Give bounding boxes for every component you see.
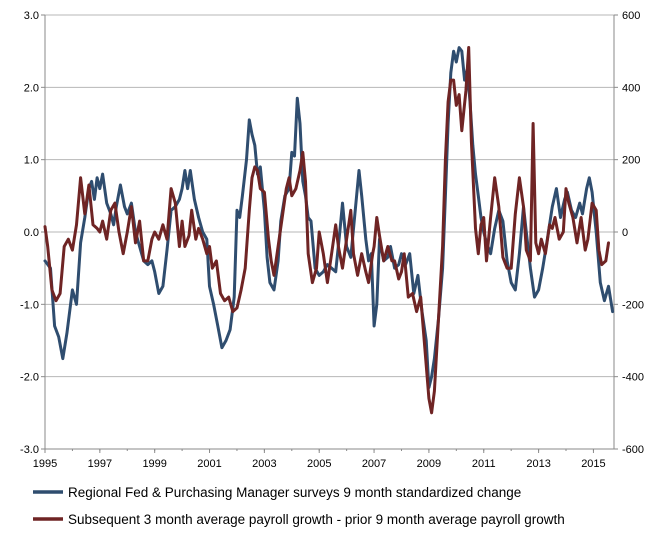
left-tick-label: -3.0 bbox=[20, 444, 39, 456]
right-tick-label: -400 bbox=[622, 372, 644, 384]
legend-entry: Regional Fed & Purchasing Manager survey… bbox=[68, 485, 521, 500]
left-tick-label: 1.0 bbox=[24, 155, 39, 167]
left-tick-label: 0.0 bbox=[24, 227, 39, 239]
x-tick-label: 2013 bbox=[526, 458, 550, 470]
left-tick-label: 3.0 bbox=[24, 10, 39, 22]
x-tick-label: 2005 bbox=[307, 458, 331, 470]
right-tick-label: 0 bbox=[622, 227, 628, 239]
x-tick-label: 1997 bbox=[88, 458, 112, 470]
left-tick-label: -1.0 bbox=[20, 299, 39, 311]
legend-entry: Subsequent 3 month average payroll growt… bbox=[68, 512, 565, 527]
left-tick-label: 2.0 bbox=[24, 82, 39, 94]
x-tick-label: 2003 bbox=[252, 458, 276, 470]
x-tick-label: 2015 bbox=[581, 458, 605, 470]
right-tick-label: 200 bbox=[622, 155, 640, 167]
x-tick-label: 1999 bbox=[142, 458, 166, 470]
right-tick-label: -600 bbox=[622, 444, 644, 456]
right-tick-label: 400 bbox=[622, 82, 640, 94]
x-tick-label: 1995 bbox=[33, 458, 57, 470]
right-tick-label: 600 bbox=[622, 10, 640, 22]
x-tick-label: 2009 bbox=[417, 458, 441, 470]
right-tick-label: -200 bbox=[622, 299, 644, 311]
x-tick-label: 2011 bbox=[472, 458, 496, 470]
left-tick-label: -2.0 bbox=[20, 372, 39, 384]
payroll-series-line bbox=[43, 46, 610, 415]
x-tick-label: 2007 bbox=[362, 458, 386, 470]
x-tick-label: 2001 bbox=[197, 458, 221, 470]
